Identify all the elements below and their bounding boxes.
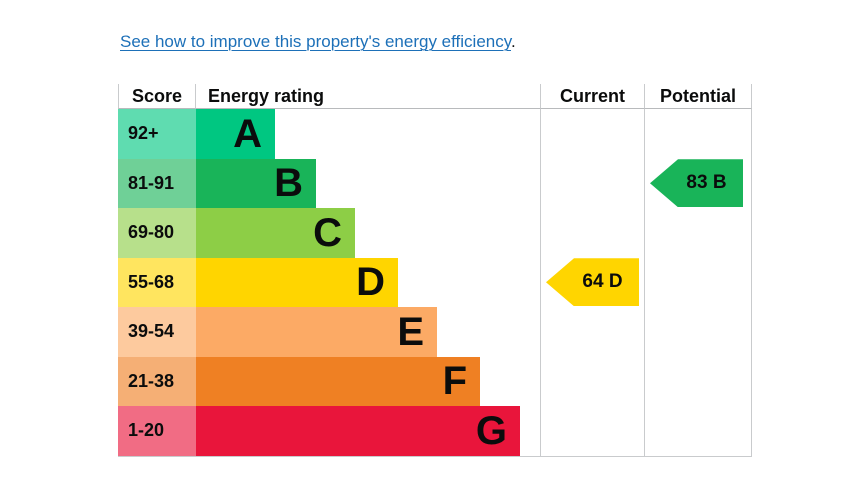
- current-rating-label: 64 D: [582, 271, 623, 293]
- rating-row-f: F: [196, 356, 540, 406]
- potential-cell-f: [644, 356, 752, 406]
- rating-row-e: E: [196, 307, 540, 357]
- rating-row-d: D: [196, 257, 540, 307]
- improve-efficiency-link-row: See how to improve this property's energ…: [120, 31, 516, 53]
- potential-cell-d: [644, 257, 752, 307]
- rating-bar-f: F: [196, 356, 480, 406]
- band-letter-g: G: [475, 408, 507, 453]
- current-cell-a: [540, 109, 644, 159]
- potential-cell-g: [644, 406, 752, 456]
- rating-row-c: C: [196, 208, 540, 258]
- band-letter-a: A: [233, 111, 262, 156]
- potential-cell-b: 83 B: [644, 158, 752, 208]
- potential-cell-c: [644, 208, 752, 258]
- score-range-c: 69-80: [118, 208, 196, 258]
- current-cell-f: [540, 356, 644, 406]
- rating-bar-d: D: [196, 257, 398, 307]
- current-cell-b: [540, 158, 644, 208]
- current-cell-d: 64 D: [540, 257, 644, 307]
- score-header: Score: [118, 84, 196, 109]
- rating-bar-c: C: [196, 208, 355, 258]
- rating-bar-a: A: [196, 109, 275, 159]
- rating-row-a: A: [196, 109, 540, 159]
- score-range-f: 21-38: [118, 356, 196, 406]
- rating-row-g: G: [196, 406, 540, 456]
- rating-row-b: B: [196, 158, 540, 208]
- score-range-b: 81-91: [118, 158, 196, 208]
- rating-bar-g: G: [196, 406, 520, 456]
- potential-cell-e: [644, 307, 752, 357]
- rating-bar-e: E: [196, 307, 437, 357]
- current-cell-g: [540, 406, 644, 456]
- band-letter-d: D: [356, 260, 385, 305]
- potential-cell-a: [644, 109, 752, 159]
- score-range-d: 55-68: [118, 257, 196, 307]
- band-letter-e: E: [397, 309, 424, 354]
- potential-rating-arrow: 83 B: [650, 159, 743, 208]
- band-letter-b: B: [274, 161, 303, 206]
- score-range-g: 1-20: [118, 406, 196, 456]
- rating-bar-b: B: [196, 158, 316, 208]
- current-header: Current: [540, 84, 644, 109]
- current-rating-arrow: 64 D: [546, 258, 639, 307]
- potential-rating-label: 83 B: [686, 172, 727, 194]
- potential-header: Potential: [644, 84, 752, 109]
- band-letter-c: C: [313, 210, 342, 255]
- score-range-a: 92+: [118, 109, 196, 159]
- band-letter-f: F: [442, 359, 467, 404]
- score-range-e: 39-54: [118, 307, 196, 357]
- current-cell-c: [540, 208, 644, 258]
- link-period: .: [510, 32, 516, 51]
- energy-rating-header: Energy rating: [196, 84, 540, 109]
- epc-rating-chart: Score Energy rating Current Potential 92…: [118, 84, 752, 457]
- current-cell-e: [540, 307, 644, 357]
- improve-efficiency-link[interactable]: See how to improve this property's energ…: [120, 32, 511, 51]
